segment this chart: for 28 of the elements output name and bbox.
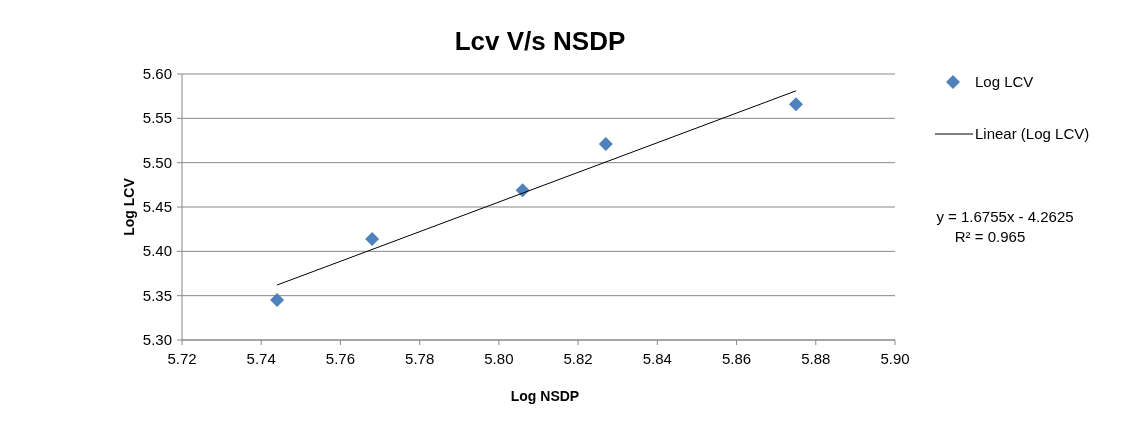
legend-label: Log LCV xyxy=(975,73,1034,90)
x-tick-label: 5.76 xyxy=(325,350,356,367)
x-tick-label: 5.72 xyxy=(167,350,197,367)
x-tick-label: 5.80 xyxy=(484,350,514,367)
x-tick-label: 5.78 xyxy=(405,350,435,367)
x-tick-label: 5.82 xyxy=(563,350,593,367)
x-tick-label: 5.84 xyxy=(642,350,672,367)
point xyxy=(270,293,285,308)
x-tick-label: 5.90 xyxy=(880,350,910,367)
y-tick-label: 5.35 xyxy=(142,286,172,304)
point xyxy=(788,97,803,112)
y-tick-label: 5.45 xyxy=(142,198,172,215)
text: y = 1.6755x - 4.2625 xyxy=(936,208,1074,225)
y-axis-title: Log LCV xyxy=(121,177,137,236)
x-tick-label: 5.74 xyxy=(246,350,276,367)
y-tick-label: 5.55 xyxy=(142,109,172,127)
y-tick-label: 5.60 xyxy=(142,65,172,82)
point xyxy=(598,137,613,152)
text: R² = 0.965 xyxy=(954,228,1026,245)
x-axis-title: Log NSDP xyxy=(510,388,580,404)
y-tick-label: 5.30 xyxy=(142,331,172,348)
point xyxy=(365,231,380,246)
x-tick-label: 5.88 xyxy=(801,350,831,367)
y-tick-label: 5.40 xyxy=(142,242,172,260)
chart-title: Lcv V/s NSDP xyxy=(454,26,626,56)
x-tick-label: 5.86 xyxy=(721,350,752,367)
legend-label: Linear (Log LCV) xyxy=(975,125,1090,142)
y-tick-label: 5.50 xyxy=(142,153,172,171)
